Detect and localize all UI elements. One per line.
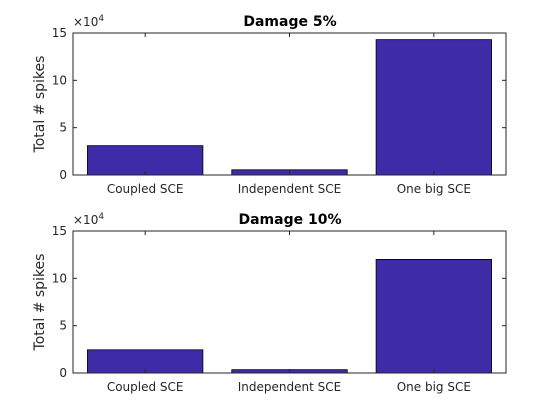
chart-title: Damage 5% [243,14,336,30]
plot-area: 0 5 10 15 Coupled SCE Independent SCE One big … [52,224,507,394]
x-tick-label: Independent SCE [238,380,341,394]
y-tick-label: 5 [59,121,67,135]
y-multiplier: ×104 [73,212,104,227]
y-multiplier-base: ×10 [73,213,98,227]
x-tick-label: Independent SCE [238,182,341,196]
x-tick-label: One big SCE [397,182,471,196]
panel-damage-10: Damage 10% ×104 Total # spikes 0 5 10 15 Cou… [32,212,507,394]
y-tick-label: 0 [59,366,67,380]
y-tick-label: 0 [59,168,67,182]
y-tick-label: 15 [52,224,67,238]
y-multiplier: ×104 [73,14,104,29]
y-multiplier-base: ×10 [73,15,98,29]
y-multiplier-exp: 4 [98,212,104,222]
bar-one-big-sce [375,258,492,374]
y-multiplier-exp: 4 [98,14,104,24]
y-axis-label: Total # spikes [32,254,48,352]
y-tick-label: 15 [52,26,67,40]
bar-one-big-sce [375,39,492,176]
x-tick-label: Coupled SCE [107,182,184,196]
chart-title: Damage 10% [238,212,341,228]
x-tick-label: One big SCE [397,380,471,394]
y-tick-label: 10 [52,73,67,87]
y-tick-label: 5 [59,319,67,333]
y-tick-label: 10 [52,271,67,285]
bar-coupled-sce [87,145,204,176]
plot-area: 0 5 10 15 Coupled SCE Independent SCE One big … [52,26,507,196]
y-axis-label: Total # spikes [32,56,48,154]
panel-damage-5: Damage 5% ×104 Total # spikes 0 5 10 15 Coup… [32,14,507,196]
x-tick-label: Coupled SCE [107,380,184,394]
